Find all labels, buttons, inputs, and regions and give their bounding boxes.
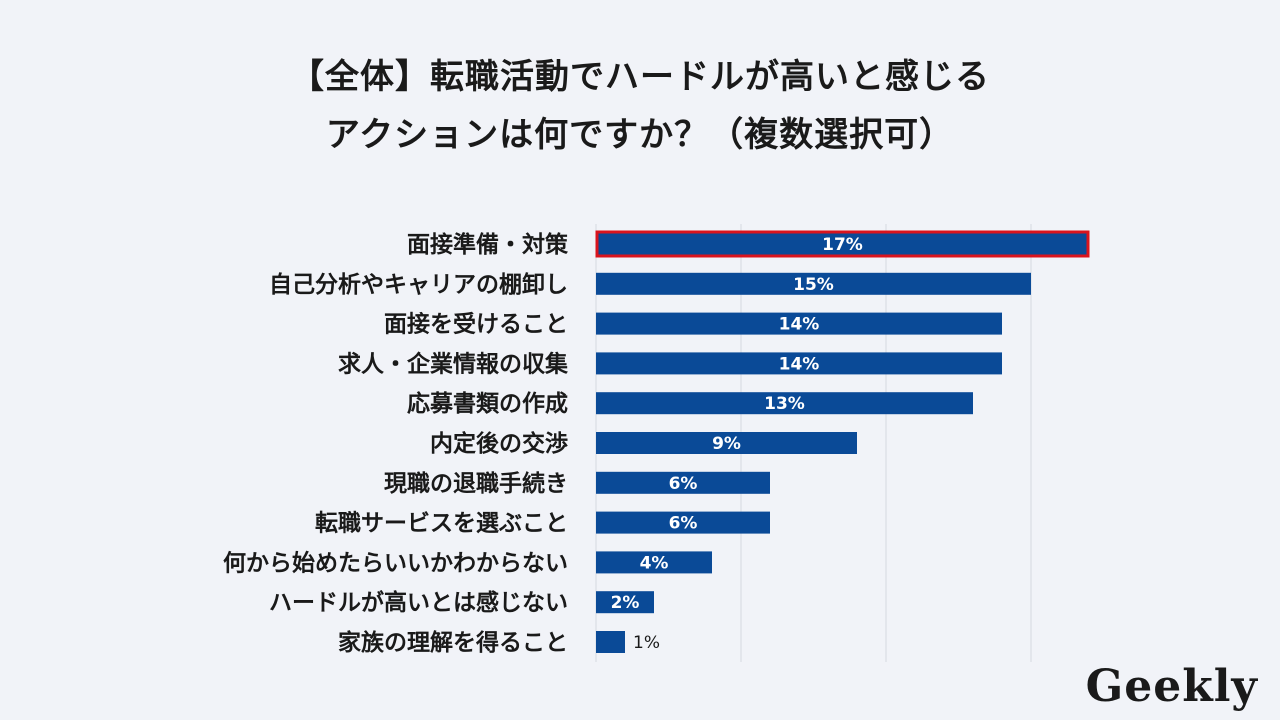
value-label: 6% — [669, 474, 698, 494]
highlight-border — [595, 230, 1090, 258]
title-line-1: 【全体】転職活動でハードルが高いと感じる — [290, 57, 990, 97]
category-label: 内定後の交渉 — [430, 430, 568, 457]
category-label: 何から始めたらいいかわからない — [223, 549, 568, 576]
bar — [596, 392, 973, 415]
brand-logo: Geekly — [1085, 661, 1258, 712]
bar — [596, 591, 654, 614]
value-label: 1% — [633, 633, 660, 653]
category-label: ハードルが高いとは感じない — [269, 589, 568, 616]
category-label: 現職の退職手続き — [384, 470, 568, 497]
value-label: 9% — [712, 434, 741, 454]
value-label: 17% — [822, 235, 863, 255]
bar — [596, 471, 770, 494]
value-label: 4% — [640, 553, 669, 573]
bar — [596, 551, 712, 574]
value-label: 14% — [779, 315, 820, 335]
category-label: 家族の理解を得ること — [338, 629, 568, 656]
bar — [596, 312, 1002, 335]
bar — [596, 432, 857, 454]
category-label: 転職サービスを選ぶこと — [315, 510, 568, 537]
category-label: 求人・企業情報の収集 — [338, 350, 569, 377]
category-label: 応募書類の作成 — [407, 390, 568, 417]
title-line-2: アクションは何ですか？（複数選択可） — [325, 115, 955, 155]
value-label: 13% — [764, 394, 805, 414]
bar — [596, 352, 1002, 375]
value-label: 15% — [793, 275, 834, 295]
bar — [596, 631, 625, 653]
chart-title: 【全体】転職活動でハードルが高いと感じる アクションは何ですか？（複数選択可） — [0, 48, 1280, 164]
bar — [596, 233, 1089, 255]
value-label: 6% — [669, 514, 698, 534]
category-label: 面接準備・対策 — [407, 231, 569, 258]
bar — [596, 511, 770, 534]
bar — [596, 272, 1031, 295]
value-label: 2% — [611, 593, 640, 613]
category-label: 自己分析やキャリアの棚卸し — [269, 271, 568, 298]
value-label: 14% — [779, 354, 820, 374]
category-label: 面接を受けること — [384, 311, 568, 338]
